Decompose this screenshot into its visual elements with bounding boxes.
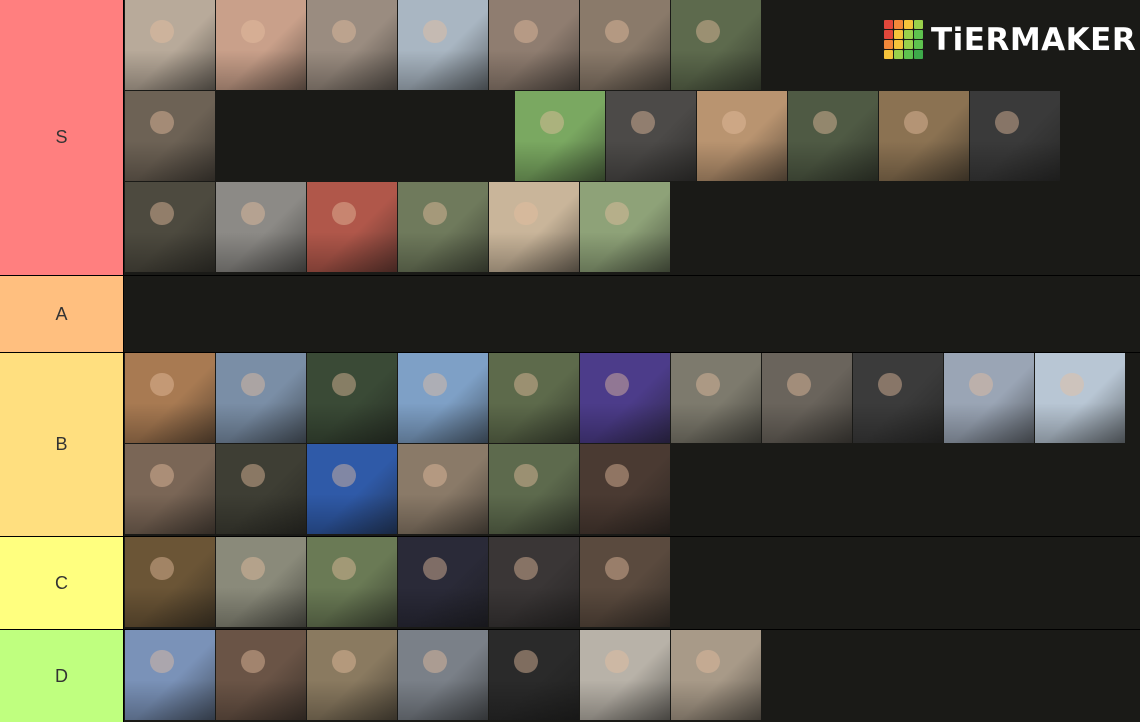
tier-item-image[interactable] xyxy=(580,630,670,720)
tier-item-image[interactable] xyxy=(580,353,670,443)
tier-item-image[interactable] xyxy=(489,0,579,90)
tier-item-image[interactable] xyxy=(671,630,761,720)
tier-row-b: B xyxy=(0,353,1140,536)
tier-item-image[interactable] xyxy=(879,91,969,181)
tier-item-image[interactable] xyxy=(788,91,878,181)
tier-label-b[interactable]: B xyxy=(0,353,124,536)
tier-item-image[interactable] xyxy=(125,353,215,443)
tier-items-a[interactable] xyxy=(124,276,1140,352)
tier-label-d[interactable]: D xyxy=(0,630,124,722)
tier-item-image[interactable] xyxy=(307,630,397,720)
tier-item-image[interactable] xyxy=(515,91,605,181)
tier-item-image[interactable] xyxy=(580,444,670,534)
tier-item-image[interactable] xyxy=(398,537,488,627)
tier-item-image[interactable] xyxy=(125,182,215,272)
tier-item-image[interactable] xyxy=(398,182,488,272)
tier-item-image[interactable] xyxy=(762,353,852,443)
tier-items-s[interactable] xyxy=(124,0,1140,275)
tier-item-image[interactable] xyxy=(125,630,215,720)
tier-item-image[interactable] xyxy=(580,0,670,90)
tier-item-image[interactable] xyxy=(398,630,488,720)
tier-row-a: A xyxy=(0,276,1140,352)
tier-item-image[interactable] xyxy=(970,91,1060,181)
tier-item-image[interactable] xyxy=(216,444,306,534)
tier-item-image[interactable] xyxy=(489,630,579,720)
tier-items-b[interactable] xyxy=(124,353,1140,536)
tier-row-c: C xyxy=(0,537,1140,629)
tier-item-image[interactable] xyxy=(398,0,488,90)
tier-item-image[interactable] xyxy=(489,537,579,627)
tier-item-image[interactable] xyxy=(307,444,397,534)
tier-items-d[interactable] xyxy=(124,630,1140,722)
tier-item-image[interactable] xyxy=(580,537,670,627)
tier-item-image[interactable] xyxy=(398,353,488,443)
tier-item-image[interactable] xyxy=(125,537,215,627)
tier-item-image[interactable] xyxy=(307,537,397,627)
tier-item-image[interactable] xyxy=(307,182,397,272)
tier-item-image[interactable] xyxy=(307,0,397,90)
tier-item-image[interactable] xyxy=(489,444,579,534)
tier-item-image[interactable] xyxy=(216,182,306,272)
tier-item-image[interactable] xyxy=(216,537,306,627)
tiermaker-logo: TiERMAKER xyxy=(884,20,1136,59)
tier-item-image[interactable] xyxy=(1035,353,1125,443)
tier-items-c[interactable] xyxy=(124,537,1140,629)
tier-item-image[interactable] xyxy=(216,0,306,90)
tier-item-image[interactable] xyxy=(216,353,306,443)
tier-item-image[interactable] xyxy=(398,444,488,534)
tier-row-d: D xyxy=(0,630,1140,722)
tier-item-image[interactable] xyxy=(125,0,215,90)
tier-item-image[interactable] xyxy=(944,353,1034,443)
tier-item-image[interactable] xyxy=(489,353,579,443)
tier-item-image[interactable] xyxy=(125,91,215,181)
tier-item-image[interactable] xyxy=(853,353,943,443)
tiermaker-grid-icon xyxy=(884,20,923,59)
tier-item-image[interactable] xyxy=(216,630,306,720)
tier-label-a[interactable]: A xyxy=(0,276,124,352)
tier-item-image[interactable] xyxy=(489,182,579,272)
tier-item-image[interactable] xyxy=(307,353,397,443)
tier-item-image[interactable] xyxy=(606,91,696,181)
tier-item-image[interactable] xyxy=(580,182,670,272)
tiermaker-wordmark: TiERMAKER xyxy=(931,21,1137,58)
tier-row-s: S xyxy=(0,0,1140,275)
tier-label-c[interactable]: C xyxy=(0,537,124,629)
tier-item-image[interactable] xyxy=(671,353,761,443)
tier-item-image[interactable] xyxy=(697,91,787,181)
tier-label-s[interactable]: S xyxy=(0,0,124,275)
tier-item-image[interactable] xyxy=(671,0,761,90)
tier-item-image[interactable] xyxy=(125,444,215,534)
